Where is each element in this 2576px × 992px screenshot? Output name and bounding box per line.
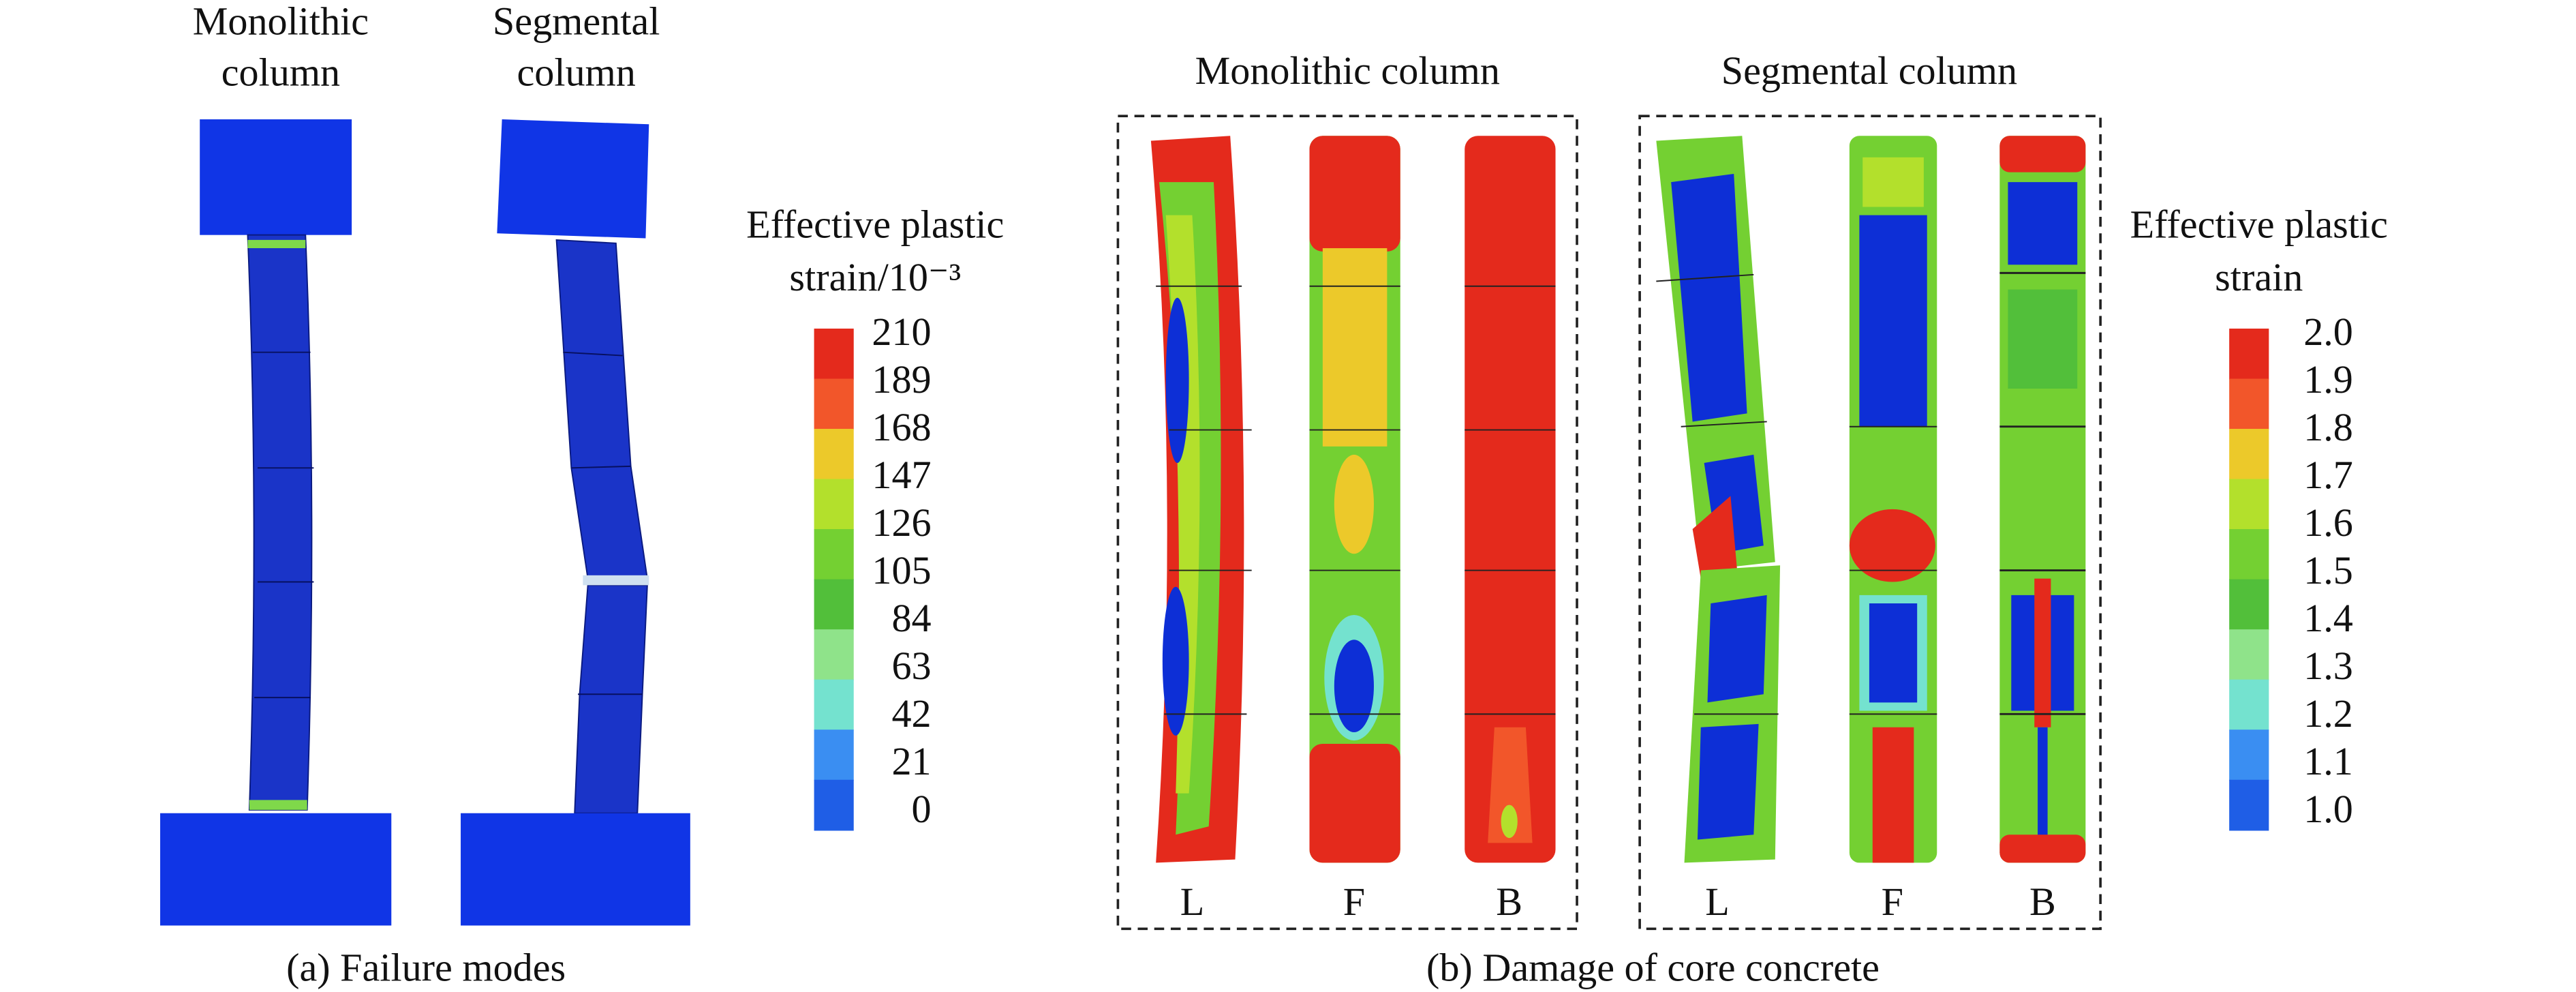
contour-column [1656, 136, 1781, 863]
colorbar-band [814, 529, 854, 580]
monolithic-model [160, 119, 392, 926]
view-label: B [2029, 880, 2056, 924]
colorbar-band [2229, 378, 2269, 430]
colorbar-label: 210 [872, 310, 931, 354]
colorbar-label: 21 [891, 739, 931, 783]
colorbar-band [814, 779, 854, 831]
contour-column [1849, 136, 1937, 863]
legend-title: strain/10⁻³ [789, 255, 961, 299]
colorbar-band [814, 679, 854, 731]
group-title: Segmental column [1721, 48, 2017, 93]
legend-title: Effective plastic [746, 202, 1004, 246]
colorbar-label: 1.5 [2303, 548, 2353, 592]
colorbar-label: 105 [872, 548, 931, 592]
colorbar-label: 1.4 [2303, 596, 2353, 640]
view-label: B [1496, 880, 1522, 924]
colorbar-band [2229, 730, 2269, 781]
colorbar-label: 1.2 [2303, 691, 2353, 736]
colorbar-band [814, 579, 854, 631]
contour-column [1150, 136, 1252, 863]
colorbar-band [2229, 779, 2269, 831]
column-label: column [221, 50, 340, 94]
colorbar-band [814, 429, 854, 480]
view-label: F [1882, 880, 1903, 924]
colorbar: 2.01.91.81.71.61.51.41.31.21.11.0 [2229, 310, 2353, 831]
colorbar-label: 147 [872, 453, 931, 497]
group-frame [1116, 115, 1578, 931]
colorbar-band [2229, 328, 2269, 380]
colorbar-label: 189 [872, 357, 931, 402]
colorbar-label: 1.9 [2303, 357, 2353, 402]
colorbar-label: 42 [891, 691, 931, 736]
colorbar-label: 1.1 [2303, 739, 2353, 783]
view-label: F [1343, 880, 1365, 924]
column-label: column [517, 50, 635, 94]
colorbar-band [814, 479, 854, 530]
group-frame [1638, 115, 2102, 931]
legend-title: Effective plastic [2130, 202, 2388, 246]
colorbar-label: 1.7 [2303, 453, 2353, 497]
colorbar-label: 63 [891, 644, 931, 688]
colorbar-band [814, 730, 854, 781]
column-label: Segmental [493, 0, 660, 43]
colorbar-label: 2.0 [2303, 310, 2353, 354]
colorbar-band [2229, 629, 2269, 680]
colorbar-label: 1.8 [2303, 405, 2353, 449]
colorbar-label: 84 [891, 596, 931, 640]
view-label: L [1180, 880, 1205, 924]
contour-column [1999, 136, 2086, 863]
colorbar-label: 168 [872, 405, 931, 449]
colorbar-band [2229, 429, 2269, 480]
colorbar-band [2229, 679, 2269, 731]
caption: (b) Damage of core concrete [1426, 946, 1880, 990]
colorbar-band [2229, 529, 2269, 580]
group-title: Monolithic column [1195, 48, 1500, 93]
colorbar-label: 1.3 [2303, 644, 2353, 688]
colorbar-band [814, 629, 854, 680]
colorbar-label: 0 [912, 787, 932, 831]
column-label: Monolithic [193, 0, 369, 43]
colorbar-label: 1.6 [2303, 500, 2353, 545]
colorbar-label: 126 [872, 500, 931, 545]
contour-column [1309, 136, 1400, 863]
caption: (a) Failure modes [286, 946, 566, 990]
colorbar-band [2229, 579, 2269, 631]
legend-title: strain [2215, 255, 2303, 299]
segmental-model [461, 119, 690, 926]
contour-column [1465, 136, 1556, 863]
colorbar-label: 1.0 [2303, 787, 2353, 831]
colorbar-band [2229, 479, 2269, 530]
colorbar-band [814, 378, 854, 430]
view-label: L [1705, 880, 1730, 924]
colorbar-band [814, 328, 854, 380]
